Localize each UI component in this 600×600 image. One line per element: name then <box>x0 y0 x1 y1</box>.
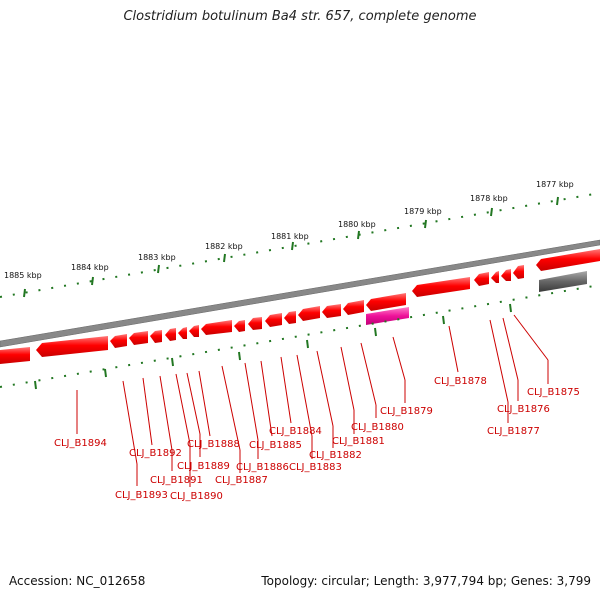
gene-label: CLJ_B1889 <box>177 461 230 472</box>
accession-text: Accession: NC_012658 <box>9 574 146 588</box>
gene-label: CLJ_B1892 <box>129 448 182 459</box>
outer-ruler <box>0 192 600 298</box>
gene-arrow <box>0 347 30 364</box>
gene-label: CLJ_B1885 <box>249 440 302 451</box>
gene-label: CLJ_B1887 <box>215 475 268 486</box>
gene-label: CLJ_B1886 <box>236 462 289 473</box>
gene-arrow <box>201 320 232 335</box>
gene-arrow <box>110 334 127 348</box>
gene-arrow <box>150 330 162 343</box>
gene-arrow <box>178 327 187 339</box>
kbp-label: 1877 kbp <box>536 180 574 189</box>
leader-lines <box>76 314 549 487</box>
gene-label: CLJ_B1876 <box>497 404 550 415</box>
rna-feature <box>366 307 409 325</box>
gene-label: CLJ_B1881 <box>332 436 385 447</box>
gene-label: CLJ_B1894 <box>54 438 107 449</box>
gene-arrow <box>491 271 499 283</box>
gene-arrow <box>501 269 511 281</box>
gene-arrow <box>474 272 489 286</box>
gene-label: CLJ_B1893 <box>115 490 168 501</box>
genome-backbone <box>0 239 600 348</box>
kbp-label: 1884 kbp <box>71 263 109 272</box>
gene-arrow <box>412 277 470 297</box>
inner-ruler <box>0 284 600 390</box>
gene-arrow <box>322 304 341 318</box>
kbp-label: 1880 kbp <box>338 220 376 229</box>
gene-arrow <box>129 331 148 345</box>
gene-arrow <box>284 311 296 324</box>
gene-arrow <box>165 328 176 341</box>
pseudogene-feature <box>539 271 587 292</box>
gene-label: CLJ_B1888 <box>187 439 240 450</box>
gene-arrow <box>36 336 108 357</box>
genome-summary-text: Topology: circular; Length: 3,977,794 bp… <box>261 574 591 588</box>
kbp-label: 1882 kbp <box>205 242 243 251</box>
gene-arrow <box>189 325 199 337</box>
gene-arrow <box>298 306 320 321</box>
gene-label: CLJ_B1878 <box>434 376 487 387</box>
gene-arrow <box>513 265 524 279</box>
gene-label: CLJ_B1884 <box>269 426 322 437</box>
gene-arrow <box>536 249 600 271</box>
genome-title: Clostridium botulinum Ba4 str. 657, comp… <box>123 9 477 24</box>
kbp-label: 1878 kbp <box>470 194 508 203</box>
kbp-label: 1885 kbp <box>4 271 42 280</box>
gene-label: CLJ_B1877 <box>487 426 540 437</box>
gene-label: CLJ_B1882 <box>309 450 362 461</box>
gene-label: CLJ_B1875 <box>527 387 580 398</box>
gene-label: CLJ_B1880 <box>351 422 404 433</box>
gene-track <box>0 249 600 364</box>
gene-arrow <box>343 300 364 315</box>
gene-arrow <box>265 313 282 327</box>
kbp-label: 1883 kbp <box>138 253 176 262</box>
kbp-label: 1881 kbp <box>271 232 309 241</box>
gene-arrow <box>234 320 245 332</box>
gene-label: CLJ_B1879 <box>380 406 433 417</box>
kbp-label: 1879 kbp <box>404 207 442 216</box>
gene-label: CLJ_B1883 <box>289 462 342 473</box>
gene-label: CLJ_B1890 <box>170 491 223 502</box>
gene-arrow <box>366 293 406 311</box>
gene-arrow <box>248 317 262 330</box>
gene-label: CLJ_B1891 <box>150 475 203 486</box>
